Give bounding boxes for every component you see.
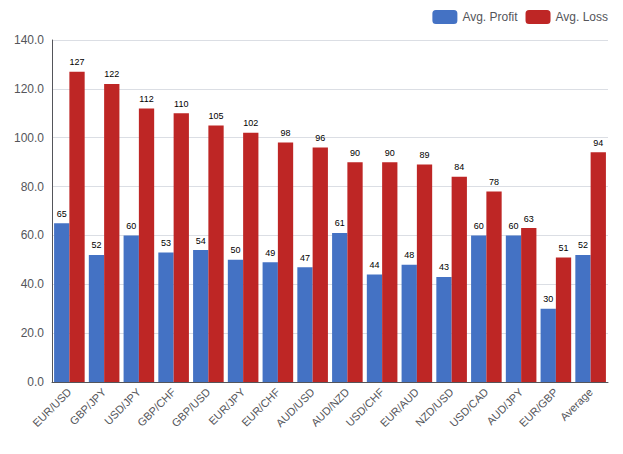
svg-text:40.0: 40.0 — [21, 277, 45, 291]
svg-text:AUD/USD: AUD/USD — [273, 385, 317, 430]
svg-text:NZD/USD: NZD/USD — [412, 385, 456, 429]
svg-text:49: 49 — [265, 248, 275, 258]
svg-text:GBP/JPY: GBP/JPY — [67, 385, 109, 427]
svg-text:120.0: 120.0 — [14, 82, 44, 96]
svg-text:50: 50 — [230, 245, 240, 255]
svg-text:48: 48 — [404, 250, 414, 260]
svg-text:54: 54 — [196, 236, 206, 246]
svg-text:98: 98 — [281, 128, 291, 138]
svg-text:80.0: 80.0 — [21, 180, 45, 194]
svg-text:127: 127 — [70, 57, 85, 67]
svg-text:110: 110 — [174, 99, 188, 109]
svg-text:96: 96 — [315, 133, 325, 143]
svg-text:Average: Average — [558, 386, 595, 423]
svg-text:60: 60 — [508, 221, 518, 231]
svg-text:140.0: 140.0 — [14, 33, 44, 47]
svg-text:94: 94 — [593, 138, 603, 148]
svg-text:65: 65 — [57, 209, 67, 219]
svg-text:60.0: 60.0 — [21, 228, 45, 242]
svg-text:AUD/JPY: AUD/JPY — [484, 385, 526, 427]
svg-text:89: 89 — [420, 150, 430, 160]
svg-text:100.0: 100.0 — [14, 131, 44, 145]
svg-text:51: 51 — [559, 243, 569, 253]
svg-text:EUR/CHF: EUR/CHF — [239, 385, 283, 429]
svg-text:USD/JPY: USD/JPY — [101, 385, 144, 427]
svg-text:Avg. Loss: Avg. Loss — [556, 10, 608, 24]
svg-text:EUR/JPY: EUR/JPY — [206, 385, 248, 427]
svg-text:105: 105 — [209, 111, 224, 121]
svg-text:122: 122 — [104, 69, 119, 79]
svg-text:44: 44 — [369, 260, 379, 270]
svg-text:52: 52 — [91, 240, 101, 250]
svg-text:60: 60 — [474, 221, 484, 231]
svg-text:20.0: 20.0 — [21, 326, 45, 340]
svg-text:90: 90 — [385, 148, 395, 158]
svg-text:112: 112 — [139, 94, 153, 104]
svg-text:84: 84 — [454, 162, 464, 172]
svg-text:USD/CHF: USD/CHF — [343, 385, 387, 429]
svg-text:52: 52 — [578, 240, 588, 250]
svg-text:43: 43 — [439, 262, 449, 272]
svg-text:EUR/USD: EUR/USD — [30, 386, 73, 429]
svg-text:EUR/GBP: EUR/GBP — [517, 386, 560, 429]
svg-text:GBP/CHF: GBP/CHF — [134, 385, 178, 429]
svg-text:GBP/USD: GBP/USD — [169, 386, 212, 429]
svg-text:61: 61 — [335, 218, 345, 228]
svg-text:EUR/AUD: EUR/AUD — [377, 385, 422, 430]
svg-text:47: 47 — [300, 253, 310, 263]
svg-text:102: 102 — [243, 118, 258, 128]
svg-text:Avg. Profit: Avg. Profit — [462, 10, 518, 24]
svg-text:53: 53 — [161, 238, 171, 248]
svg-text:78: 78 — [489, 177, 499, 187]
svg-text:0.0: 0.0 — [27, 375, 44, 389]
svg-text:AUD/NZD: AUD/NZD — [308, 385, 352, 429]
svg-text:60: 60 — [126, 221, 136, 231]
svg-text:USD/CAD: USD/CAD — [447, 386, 490, 429]
svg-text:90: 90 — [350, 148, 360, 158]
svg-text:30: 30 — [543, 294, 553, 304]
svg-text:63: 63 — [524, 214, 534, 224]
